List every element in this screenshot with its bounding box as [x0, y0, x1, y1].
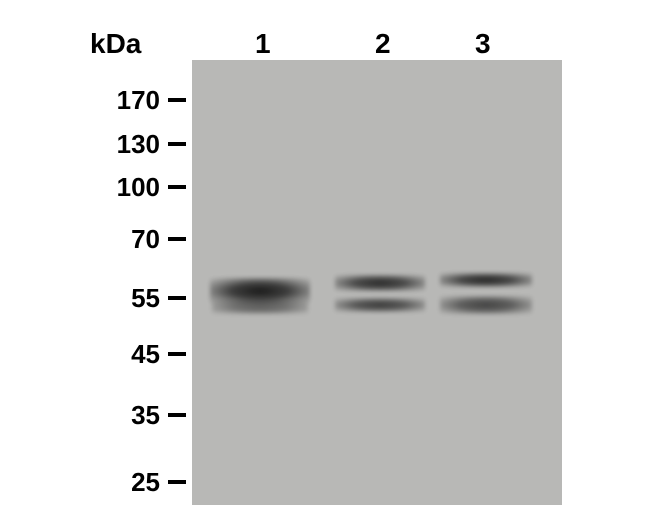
- blot-membrane: [192, 60, 562, 505]
- band-lane3-lower: [440, 296, 532, 314]
- mw-tick-100: [168, 185, 186, 189]
- mw-tick-170: [168, 98, 186, 102]
- mw-tick-55: [168, 296, 186, 300]
- mw-label-55: 55: [131, 283, 160, 314]
- lane-label-1: 1: [255, 28, 271, 60]
- mw-label-100: 100: [117, 172, 160, 203]
- mw-label-35: 35: [131, 400, 160, 431]
- band-lane1-lower: [212, 300, 308, 314]
- mw-tick-130: [168, 142, 186, 146]
- band-lane3-upper: [440, 273, 532, 287]
- mw-tick-35: [168, 413, 186, 417]
- mw-label-25: 25: [131, 467, 160, 498]
- lane-label-3: 3: [475, 28, 491, 60]
- mw-label-45: 45: [131, 339, 160, 370]
- mw-tick-70: [168, 237, 186, 241]
- unit-label: kDa: [90, 28, 141, 60]
- mw-label-70: 70: [131, 224, 160, 255]
- mw-label-170: 170: [117, 85, 160, 116]
- band-lane2-upper: [335, 275, 425, 291]
- mw-tick-45: [168, 352, 186, 356]
- western-blot-figure: kDa 1 2 3 170 130 100 70 55 45 35 25: [0, 0, 650, 520]
- mw-tick-25: [168, 480, 186, 484]
- band-lane2-lower: [335, 298, 425, 312]
- mw-label-130: 130: [117, 129, 160, 160]
- lane-label-2: 2: [375, 28, 391, 60]
